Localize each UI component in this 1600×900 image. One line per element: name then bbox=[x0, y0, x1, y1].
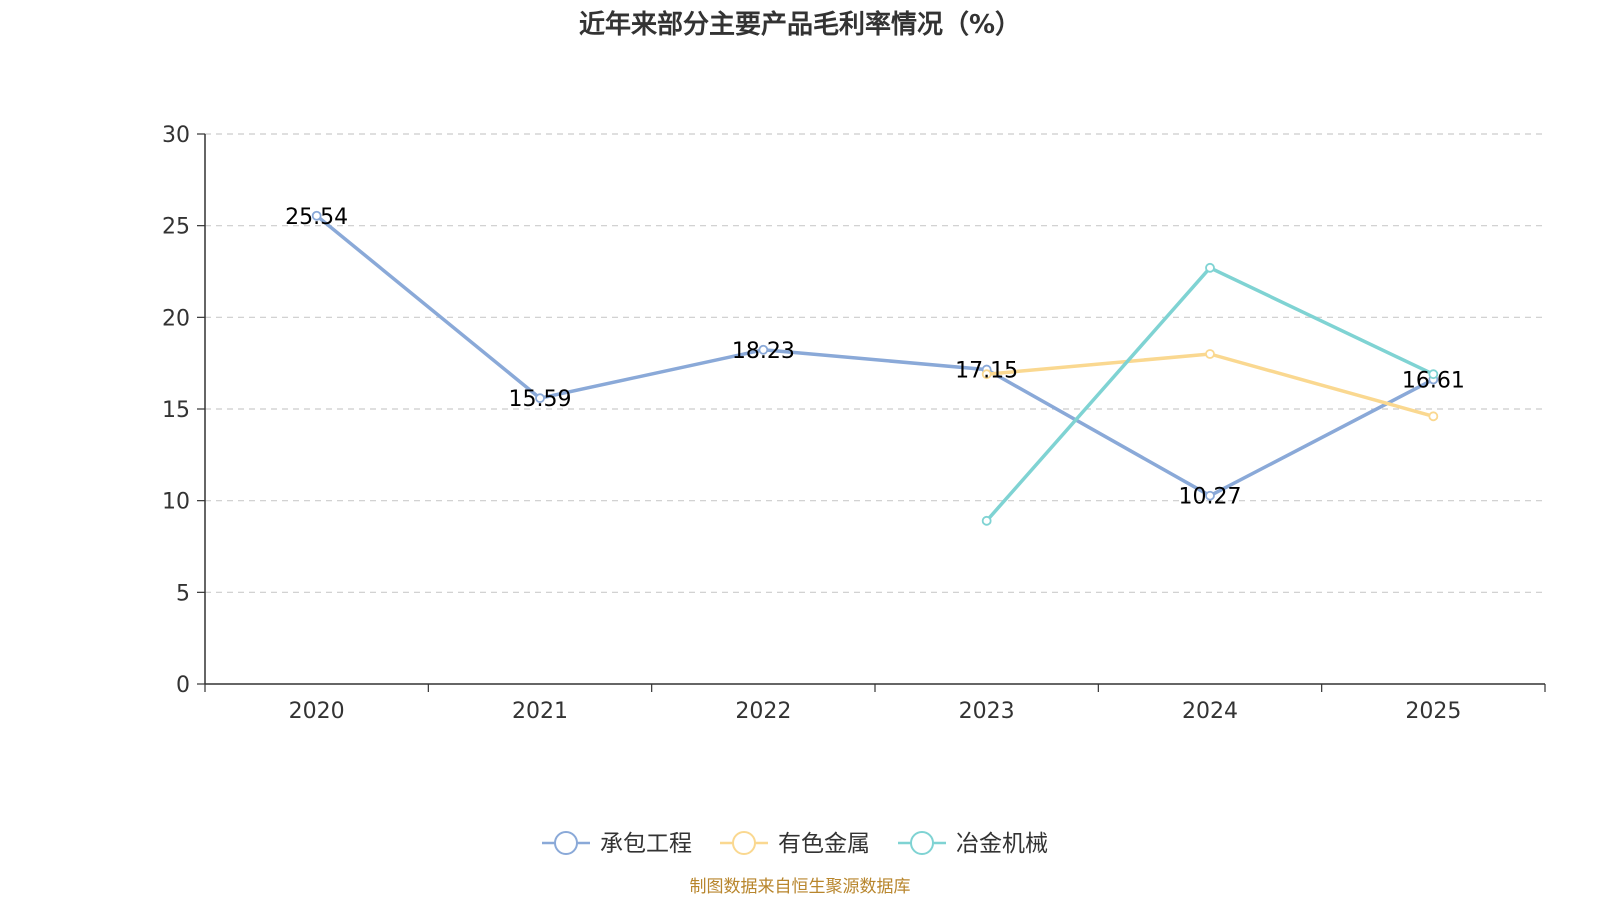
legend-label: 冶金机械 bbox=[956, 831, 1048, 857]
data-label-2020: 25.54 bbox=[285, 205, 348, 230]
x-tick-label-2021: 2021 bbox=[512, 699, 568, 724]
legend: 承包工程 有色金属 冶金机械 bbox=[542, 831, 1048, 857]
data-point-s3-2025 bbox=[1428, 369, 1439, 380]
data-point-s3-2024 bbox=[1205, 262, 1215, 273]
y-tick-label: 0 bbox=[176, 673, 190, 698]
x-tick-label-2025: 2025 bbox=[1405, 699, 1461, 724]
source-note: 制图数据来自恒生聚源数据库 bbox=[690, 877, 911, 897]
y-tick-label: 5 bbox=[176, 581, 190, 606]
y-tick-label: 30 bbox=[162, 123, 190, 148]
legend-circle-icon bbox=[732, 831, 756, 855]
series-line-1 bbox=[315, 214, 1435, 498]
series-line-3 bbox=[985, 266, 1435, 522]
y-tick-label: 15 bbox=[162, 398, 190, 423]
data-label-2024: 10.27 bbox=[1179, 485, 1242, 510]
data-point-s2-2024 bbox=[1205, 349, 1215, 359]
x-tick-label-2020: 2020 bbox=[289, 699, 345, 724]
data-point-s1-2020 bbox=[311, 210, 322, 221]
chart-title: 近年来部分主要产品毛利率情况（%） bbox=[579, 9, 1021, 40]
legend-label: 有色金属 bbox=[778, 831, 870, 857]
grid-layer bbox=[205, 133, 1545, 593]
data-point-s1-2021 bbox=[535, 393, 545, 404]
legend-item-2: 有色金属 bbox=[720, 831, 870, 857]
data-label-2025: 16.61 bbox=[1402, 368, 1465, 393]
legend-circle-icon bbox=[910, 831, 934, 855]
data-point-s1-2024 bbox=[1205, 490, 1215, 501]
data-label-2021: 15.59 bbox=[509, 387, 572, 412]
x-tick-label-2023: 2023 bbox=[959, 699, 1015, 724]
data-point-s2-2025 bbox=[1428, 411, 1439, 422]
y-tick-label: 10 bbox=[162, 490, 190, 515]
series-layer bbox=[311, 210, 1439, 526]
x-tick-label-2022: 2022 bbox=[735, 699, 791, 724]
y-tick-label: 20 bbox=[162, 306, 190, 331]
data-point-s1-2022 bbox=[758, 344, 769, 355]
data-label-2022: 18.23 bbox=[732, 339, 795, 364]
legend-item-1: 承包工程 bbox=[542, 831, 692, 857]
x-tick-label-2024: 2024 bbox=[1182, 699, 1238, 724]
data-label-2023: 17.15 bbox=[955, 359, 1018, 384]
legend-label: 承包工程 bbox=[600, 831, 692, 857]
data-point-s3-2023 bbox=[981, 515, 992, 526]
data-label-layer: 25.54 15.59 18.23 17.15 10.27 16.61 bbox=[285, 205, 1465, 510]
y-tick-label: 25 bbox=[162, 215, 190, 240]
legend-circle-icon bbox=[554, 831, 578, 855]
legend-item-3: 冶金机械 bbox=[898, 831, 1048, 857]
data-point-s2-2023 bbox=[981, 369, 992, 380]
